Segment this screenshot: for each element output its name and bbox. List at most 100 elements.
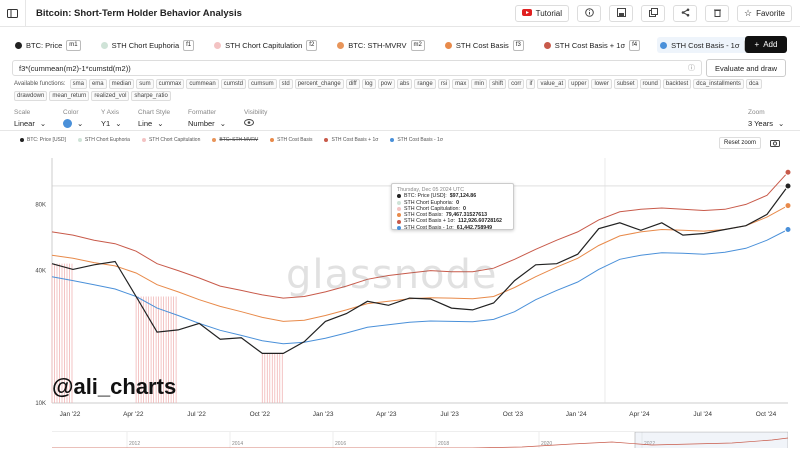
share-button[interactable] — [673, 4, 698, 22]
tooltip-row: STH Chort Euphoria: 0 — [397, 200, 508, 206]
function-chip[interactable]: cumsum — [248, 79, 277, 89]
function-chip[interactable]: sum — [136, 79, 154, 89]
reset-zoom-button[interactable]: Reset zoom — [719, 137, 761, 149]
camera-icon[interactable] — [768, 137, 782, 149]
function-chip[interactable]: abs — [396, 79, 413, 89]
legend-item[interactable]: STH Cost Basis — [270, 137, 312, 143]
metric-chip[interactable]: STH Cost Basis f3 — [442, 37, 527, 53]
tooltip-value: 0 — [462, 205, 466, 212]
function-chip[interactable]: range — [414, 79, 436, 89]
function-chip[interactable]: max — [452, 79, 470, 89]
eye-icon — [244, 119, 254, 128]
available-functions: Available functions: sma ema median sum cumm… — [14, 79, 790, 101]
visibility-label: Visibility — [244, 109, 268, 116]
function-chip[interactable]: log — [361, 79, 376, 89]
save-button[interactable] — [609, 4, 634, 22]
function-chip[interactable]: dca_installments — [693, 79, 744, 89]
function-chip[interactable]: drawdown — [14, 91, 48, 101]
function-chip[interactable]: round — [639, 79, 661, 89]
legend-item[interactable]: STH Cost Basis + 1σ — [324, 137, 378, 143]
legend-item[interactable]: BTC: Price [USD] — [20, 137, 66, 143]
legend-item[interactable]: STH Chort Euphoria — [77, 137, 130, 143]
chevron-down-icon: ⌄ — [39, 119, 47, 128]
formatter-control[interactable]: Formatter Number ⌄ — [188, 109, 226, 128]
metric-chip[interactable]: STH Chort Euphoria f1 — [98, 37, 198, 53]
metric-label: STH Cost Basis - 1σ — [671, 40, 740, 50]
metric-chip[interactable]: STH Cost Basis - 1σf5 — [657, 37, 758, 53]
x-tick-label: Oct '22 — [250, 411, 271, 418]
navigator-line — [52, 437, 788, 448]
tutorial-button[interactable]: Tutorial — [514, 4, 570, 22]
copy-icon — [648, 7, 658, 19]
function-chip[interactable]: percent_change — [294, 79, 344, 89]
function-chip[interactable]: sharpe_ratio — [131, 91, 171, 101]
function-chip[interactable]: sma — [69, 79, 87, 89]
info-icon[interactable]: ⓘ — [688, 65, 695, 72]
evaluate-button[interactable]: Evaluate and draw — [706, 59, 786, 77]
function-chip[interactable]: rsi — [437, 79, 451, 89]
function-chip[interactable]: std — [278, 79, 293, 89]
scale-value: Linear — [14, 119, 35, 128]
function-chip[interactable]: shift — [489, 79, 507, 89]
color-control[interactable]: Color ⌄ — [63, 109, 83, 128]
zoom-label: Zoom — [748, 109, 765, 116]
function-chip[interactable]: ema — [88, 79, 107, 89]
x-tick-label: Jan '22 — [60, 411, 81, 418]
x-tick-label: Oct '24 — [756, 411, 777, 418]
function-chip[interactable]: realized_vol — [91, 91, 130, 101]
function-chip[interactable]: median — [108, 79, 135, 89]
function-chip[interactable]: cumstd — [220, 79, 246, 89]
tooltip-value: $97,124.86 — [449, 193, 477, 200]
function-chip[interactable]: if — [526, 79, 536, 89]
navigator-selection[interactable] — [634, 432, 788, 448]
function-chip[interactable]: upper — [568, 79, 590, 89]
visibility-control[interactable]: Visibility — [244, 109, 267, 128]
legend-item[interactable]: STH Chort Capitulation — [141, 137, 200, 143]
series-endpoint — [784, 202, 792, 210]
function-chip[interactable]: mean_return — [49, 91, 90, 101]
function-chip[interactable]: lower — [591, 79, 612, 89]
metric-color-dot — [660, 41, 668, 49]
legend-item[interactable]: STH Cost Basis - 1σ — [390, 137, 443, 143]
scale-control[interactable]: Scale Linear ⌄ — [14, 109, 46, 128]
function-chip[interactable]: dca — [745, 79, 762, 89]
function-chip[interactable]: cummean — [186, 79, 219, 89]
tooltip-label: BTC: Price [USD]: — [404, 193, 447, 200]
add-metric-button[interactable]: + Add — [745, 36, 787, 53]
chart-style-control[interactable]: Chart Style Line ⌄ — [138, 109, 170, 128]
info-button[interactable] — [577, 4, 602, 22]
top-bar: Bitcoin: Short-Term Holder Behavior Anal… — [0, 0, 800, 27]
page-title: Bitcoin: Short-Term Holder Behavior Anal… — [36, 7, 242, 19]
function-chip[interactable]: subset — [613, 79, 638, 89]
series-line — [51, 171, 789, 299]
function-chip[interactable]: value_at — [537, 79, 567, 89]
formatter-label: Formatter — [188, 109, 217, 116]
zoom-control[interactable]: Zoom 3 Years ⌄ — [748, 109, 784, 128]
legend-label: STH Chort Euphoria — [84, 137, 130, 143]
delete-button[interactable] — [705, 4, 730, 22]
formula-input[interactable]: f3*(cummean(m2)-1*cumstd(m2)) ⓘ — [12, 60, 702, 76]
chevron-down-icon: ⌄ — [778, 119, 785, 128]
function-chip[interactable]: cummax — [155, 79, 185, 89]
metric-chip[interactable]: STH Chort Capitulation f2 — [211, 37, 320, 53]
x-tick-label: Oct '23 — [503, 411, 524, 418]
y-axis-control[interactable]: Y Axis Y1 ⌄ — [101, 109, 121, 128]
legend-item[interactable]: BTC: STH-MVRV — [212, 137, 258, 143]
function-chip[interactable]: diff — [345, 79, 360, 89]
function-chip[interactable]: backtest — [662, 79, 692, 89]
metric-color-dot — [444, 41, 452, 49]
function-chip[interactable]: min — [471, 79, 488, 89]
chevron-down-icon: ⌄ — [115, 119, 122, 128]
metric-chip[interactable]: BTC: STH-MVRV m2 — [334, 37, 428, 53]
legend-dot — [141, 138, 146, 142]
metric-chip[interactable]: STH Cost Basis + 1σ f4 — [541, 37, 643, 53]
sidebar-toggle-icon[interactable] — [0, 0, 26, 26]
range-navigator[interactable]: 2012 2014 2016 2018 2020 2022 — [52, 431, 788, 448]
function-chip[interactable]: pow — [377, 79, 395, 89]
metric-chip[interactable]: BTC: Price m1 — [12, 37, 84, 53]
navigator-year: 2012 — [129, 441, 140, 447]
duplicate-button[interactable] — [641, 4, 666, 22]
favorite-button[interactable]: ☆ Favorite — [737, 4, 792, 22]
function-chip[interactable]: corr — [508, 79, 525, 89]
scale-label: Scale — [14, 109, 31, 116]
